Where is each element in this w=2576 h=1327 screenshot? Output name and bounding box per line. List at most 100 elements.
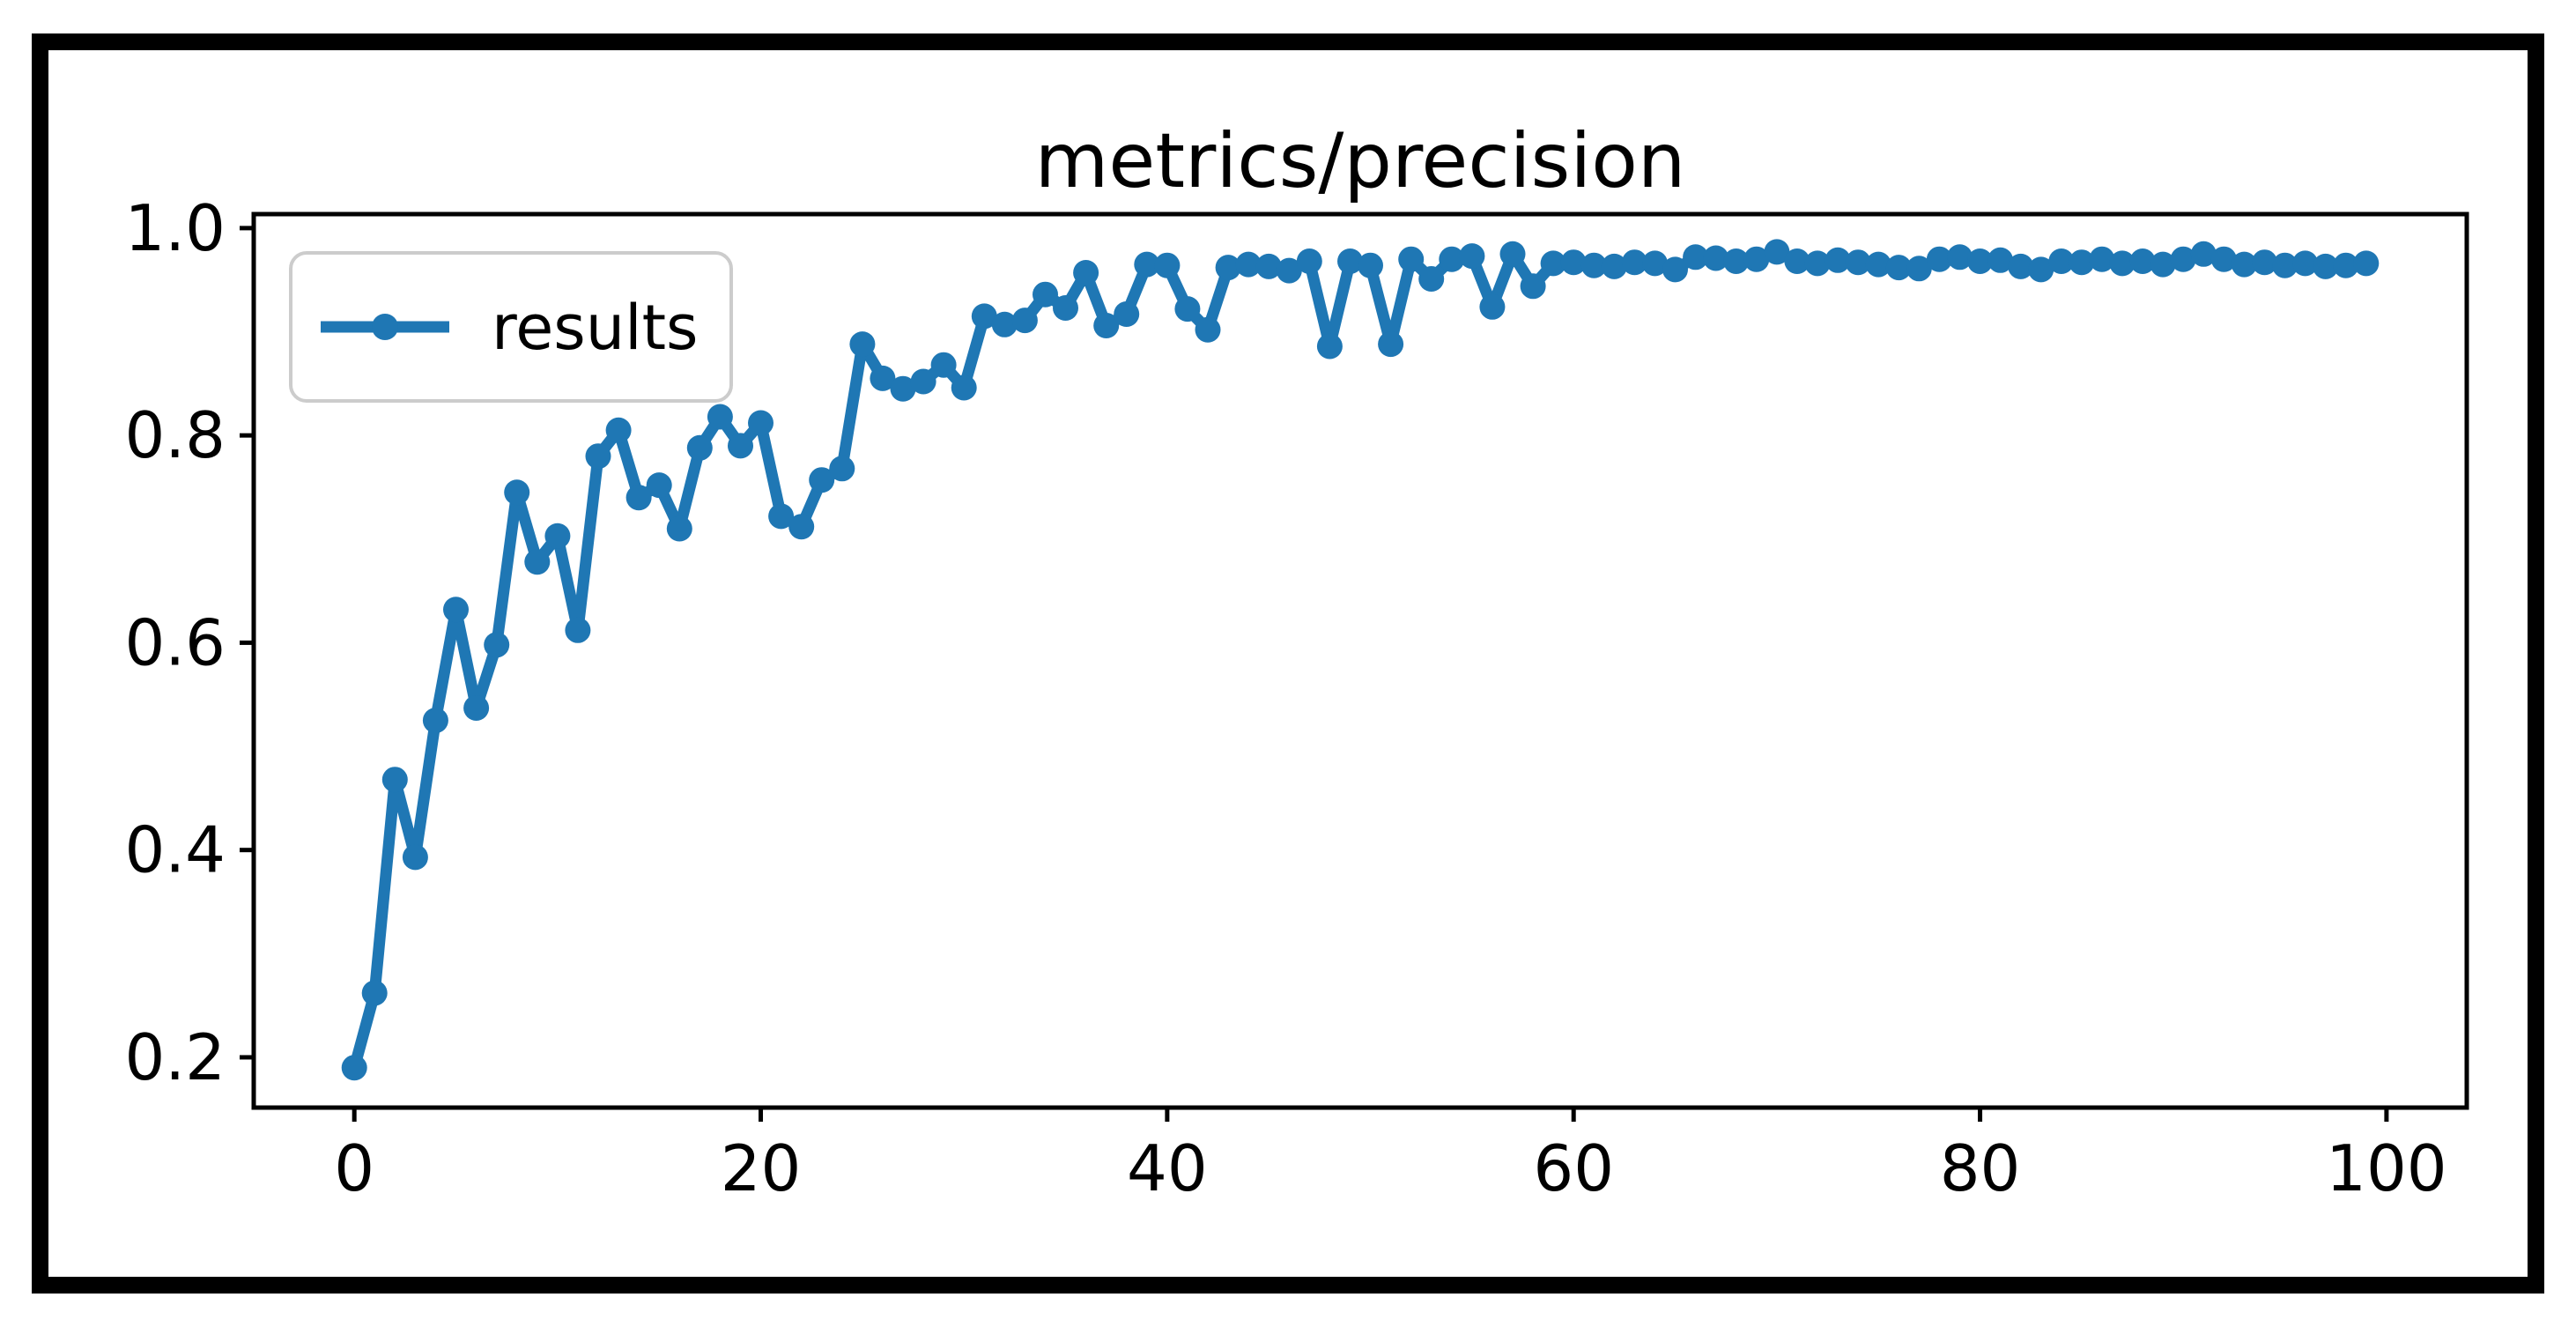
data-point	[402, 844, 428, 871]
data-point	[971, 303, 997, 330]
data-point	[1988, 247, 2014, 273]
data-point	[1580, 252, 1607, 278]
data-point	[1804, 250, 1831, 277]
data-point	[1825, 247, 1851, 273]
data-point	[422, 708, 448, 734]
data-point	[2292, 250, 2319, 277]
data-point	[2190, 241, 2217, 267]
data-point	[463, 695, 490, 721]
data-point	[666, 515, 692, 542]
data-point	[1601, 253, 1627, 279]
data-point	[1743, 246, 1770, 272]
data-point	[1358, 252, 1383, 278]
data-point	[890, 375, 916, 402]
data-point	[1093, 313, 1120, 338]
data-point	[1764, 239, 1790, 265]
data-point	[1926, 246, 1952, 272]
data-point	[1865, 251, 1891, 278]
data-point	[2129, 248, 2156, 274]
data-point	[768, 503, 795, 530]
data-point	[2231, 251, 2257, 278]
data-point	[1337, 248, 1363, 274]
y-tick-label: 0.4	[124, 813, 226, 887]
data-point	[2252, 249, 2277, 276]
x-axis-ticks: 0 20 40 60 80 100	[334, 1108, 2447, 1205]
data-point	[1947, 244, 1973, 271]
data-point	[1459, 243, 1485, 270]
data-point	[524, 549, 551, 575]
data-point	[2313, 253, 2339, 279]
data-point	[341, 1055, 367, 1081]
data-point	[2272, 252, 2298, 278]
data-point	[686, 434, 713, 461]
data-point	[1033, 281, 1058, 308]
data-point	[1703, 245, 1729, 271]
data-point	[605, 417, 632, 443]
data-point	[2170, 246, 2196, 272]
data-point	[1276, 257, 1302, 284]
data-point	[748, 410, 774, 436]
results-line-series	[341, 239, 2380, 1081]
data-point	[1154, 252, 1181, 278]
x-tick-label: 80	[1940, 1131, 2021, 1205]
y-axis-ticks: 0.2 0.4 0.6 0.8 1.0	[124, 191, 254, 1094]
data-point	[1378, 331, 1404, 358]
x-tick-label: 60	[1533, 1131, 1614, 1205]
data-point	[585, 443, 611, 470]
y-tick-label: 1.0	[124, 191, 226, 265]
data-point	[2089, 246, 2115, 272]
data-point	[484, 632, 510, 658]
x-tick-label: 0	[334, 1131, 374, 1205]
data-point	[1642, 250, 1668, 277]
data-point	[1215, 255, 1241, 281]
data-point	[1011, 308, 1038, 334]
data-point	[728, 433, 753, 459]
data-point	[443, 597, 469, 623]
data-point	[1967, 248, 1993, 274]
data-point	[1053, 295, 1078, 321]
data-point	[910, 368, 936, 395]
y-tick-label: 0.8	[124, 398, 226, 472]
data-point	[707, 404, 733, 430]
data-point	[2048, 248, 2075, 274]
data-point	[1296, 248, 1322, 274]
data-point	[829, 456, 855, 482]
data-point	[1398, 246, 1425, 272]
y-tick-label: 0.6	[124, 605, 226, 679]
data-point	[625, 485, 652, 511]
data-point	[849, 331, 876, 358]
data-point	[1723, 248, 1750, 274]
data-point	[1683, 244, 1709, 271]
data-point	[930, 352, 957, 378]
data-point	[991, 311, 1018, 337]
data-point	[2109, 250, 2136, 277]
data-point	[1235, 251, 1262, 278]
data-point	[1499, 241, 1526, 267]
data-point	[2150, 251, 2176, 278]
data-point	[1418, 266, 1445, 292]
data-point	[1174, 296, 1201, 322]
data-point	[1114, 301, 1140, 327]
x-tick-label: 100	[2326, 1131, 2446, 1205]
data-point	[2333, 252, 2359, 278]
data-point	[1621, 249, 1647, 276]
data-point	[1885, 255, 1912, 281]
legend-label: results	[492, 292, 699, 364]
data-point	[870, 365, 896, 391]
data-point	[2008, 253, 2034, 279]
legend-marker-icon	[372, 314, 398, 340]
data-point	[565, 617, 591, 643]
data-point	[504, 479, 530, 506]
data-point	[361, 980, 388, 1006]
data-point	[544, 523, 571, 549]
y-tick-label: 0.2	[124, 1020, 226, 1094]
data-point	[1073, 260, 1099, 285]
data-point	[1540, 250, 1566, 277]
data-point	[1255, 253, 1282, 279]
data-point	[809, 467, 835, 493]
data-point	[1662, 256, 1688, 283]
data-point	[2353, 250, 2380, 277]
data-point	[2028, 256, 2054, 283]
